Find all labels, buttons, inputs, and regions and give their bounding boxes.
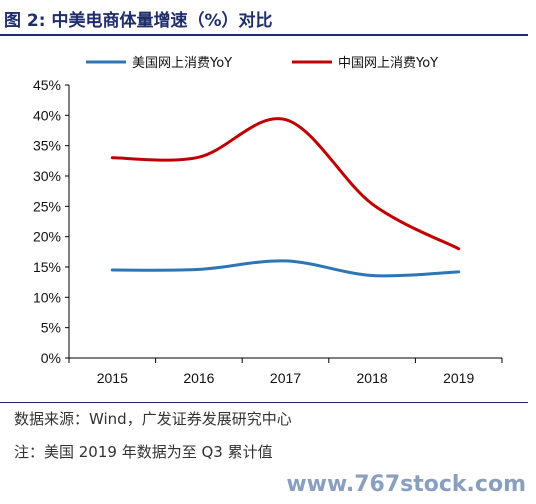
title-bar: 图 2: 中美电商体量增速（%）对比 bbox=[0, 0, 528, 36]
x-tick-label: 2016 bbox=[183, 370, 214, 386]
y-tick-label: 35% bbox=[33, 138, 61, 154]
y-tick-label: 30% bbox=[33, 168, 61, 184]
chart-legend: 美国网上消费YoY 中国网上消费YoY bbox=[86, 56, 438, 71]
x-tick-label: 2015 bbox=[97, 370, 128, 386]
x-tick-label: 2018 bbox=[357, 370, 388, 386]
source-note: 数据来源：Wind，广发证券发展研究中心 bbox=[14, 410, 292, 428]
footnote: 注：美国 2019 年数据为至 Q3 累计值 bbox=[14, 443, 273, 461]
y-tick-label: 10% bbox=[33, 289, 61, 305]
y-tick-label: 45% bbox=[33, 77, 61, 93]
legend-label: 中国网上消费YoY bbox=[338, 56, 438, 71]
y-tick-label: 15% bbox=[33, 259, 61, 275]
y-tick-label: 5% bbox=[41, 320, 61, 336]
series-line-1 bbox=[110, 117, 461, 251]
y-tick-label: 25% bbox=[33, 198, 61, 214]
footer-divider bbox=[0, 402, 528, 403]
y-tick-label: 40% bbox=[33, 107, 61, 123]
watermark: www.767stock.com bbox=[286, 472, 526, 497]
x-tick-label: 2019 bbox=[443, 370, 474, 386]
x-tick-label: 2017 bbox=[270, 370, 301, 386]
y-axis: 0% 5% 10% 15% 20% 25% 30% 35% 40% 45% bbox=[33, 77, 70, 366]
series-lines bbox=[110, 117, 461, 278]
chart-title: 图 2: 中美电商体量增速（%）对比 bbox=[4, 11, 273, 31]
line-chart: 美国网上消费YoY 中国网上消费YoY 0% 5% 10% 15% 20% 25% 30% 35… bbox=[33, 56, 503, 386]
y-tick-label: 0% bbox=[41, 350, 61, 366]
y-tick-label: 20% bbox=[33, 229, 61, 245]
legend-label: 美国网上消费YoY bbox=[132, 56, 232, 71]
x-axis: 2015 2016 2017 2018 2019 bbox=[68, 357, 503, 386]
series-line-0 bbox=[110, 259, 461, 278]
